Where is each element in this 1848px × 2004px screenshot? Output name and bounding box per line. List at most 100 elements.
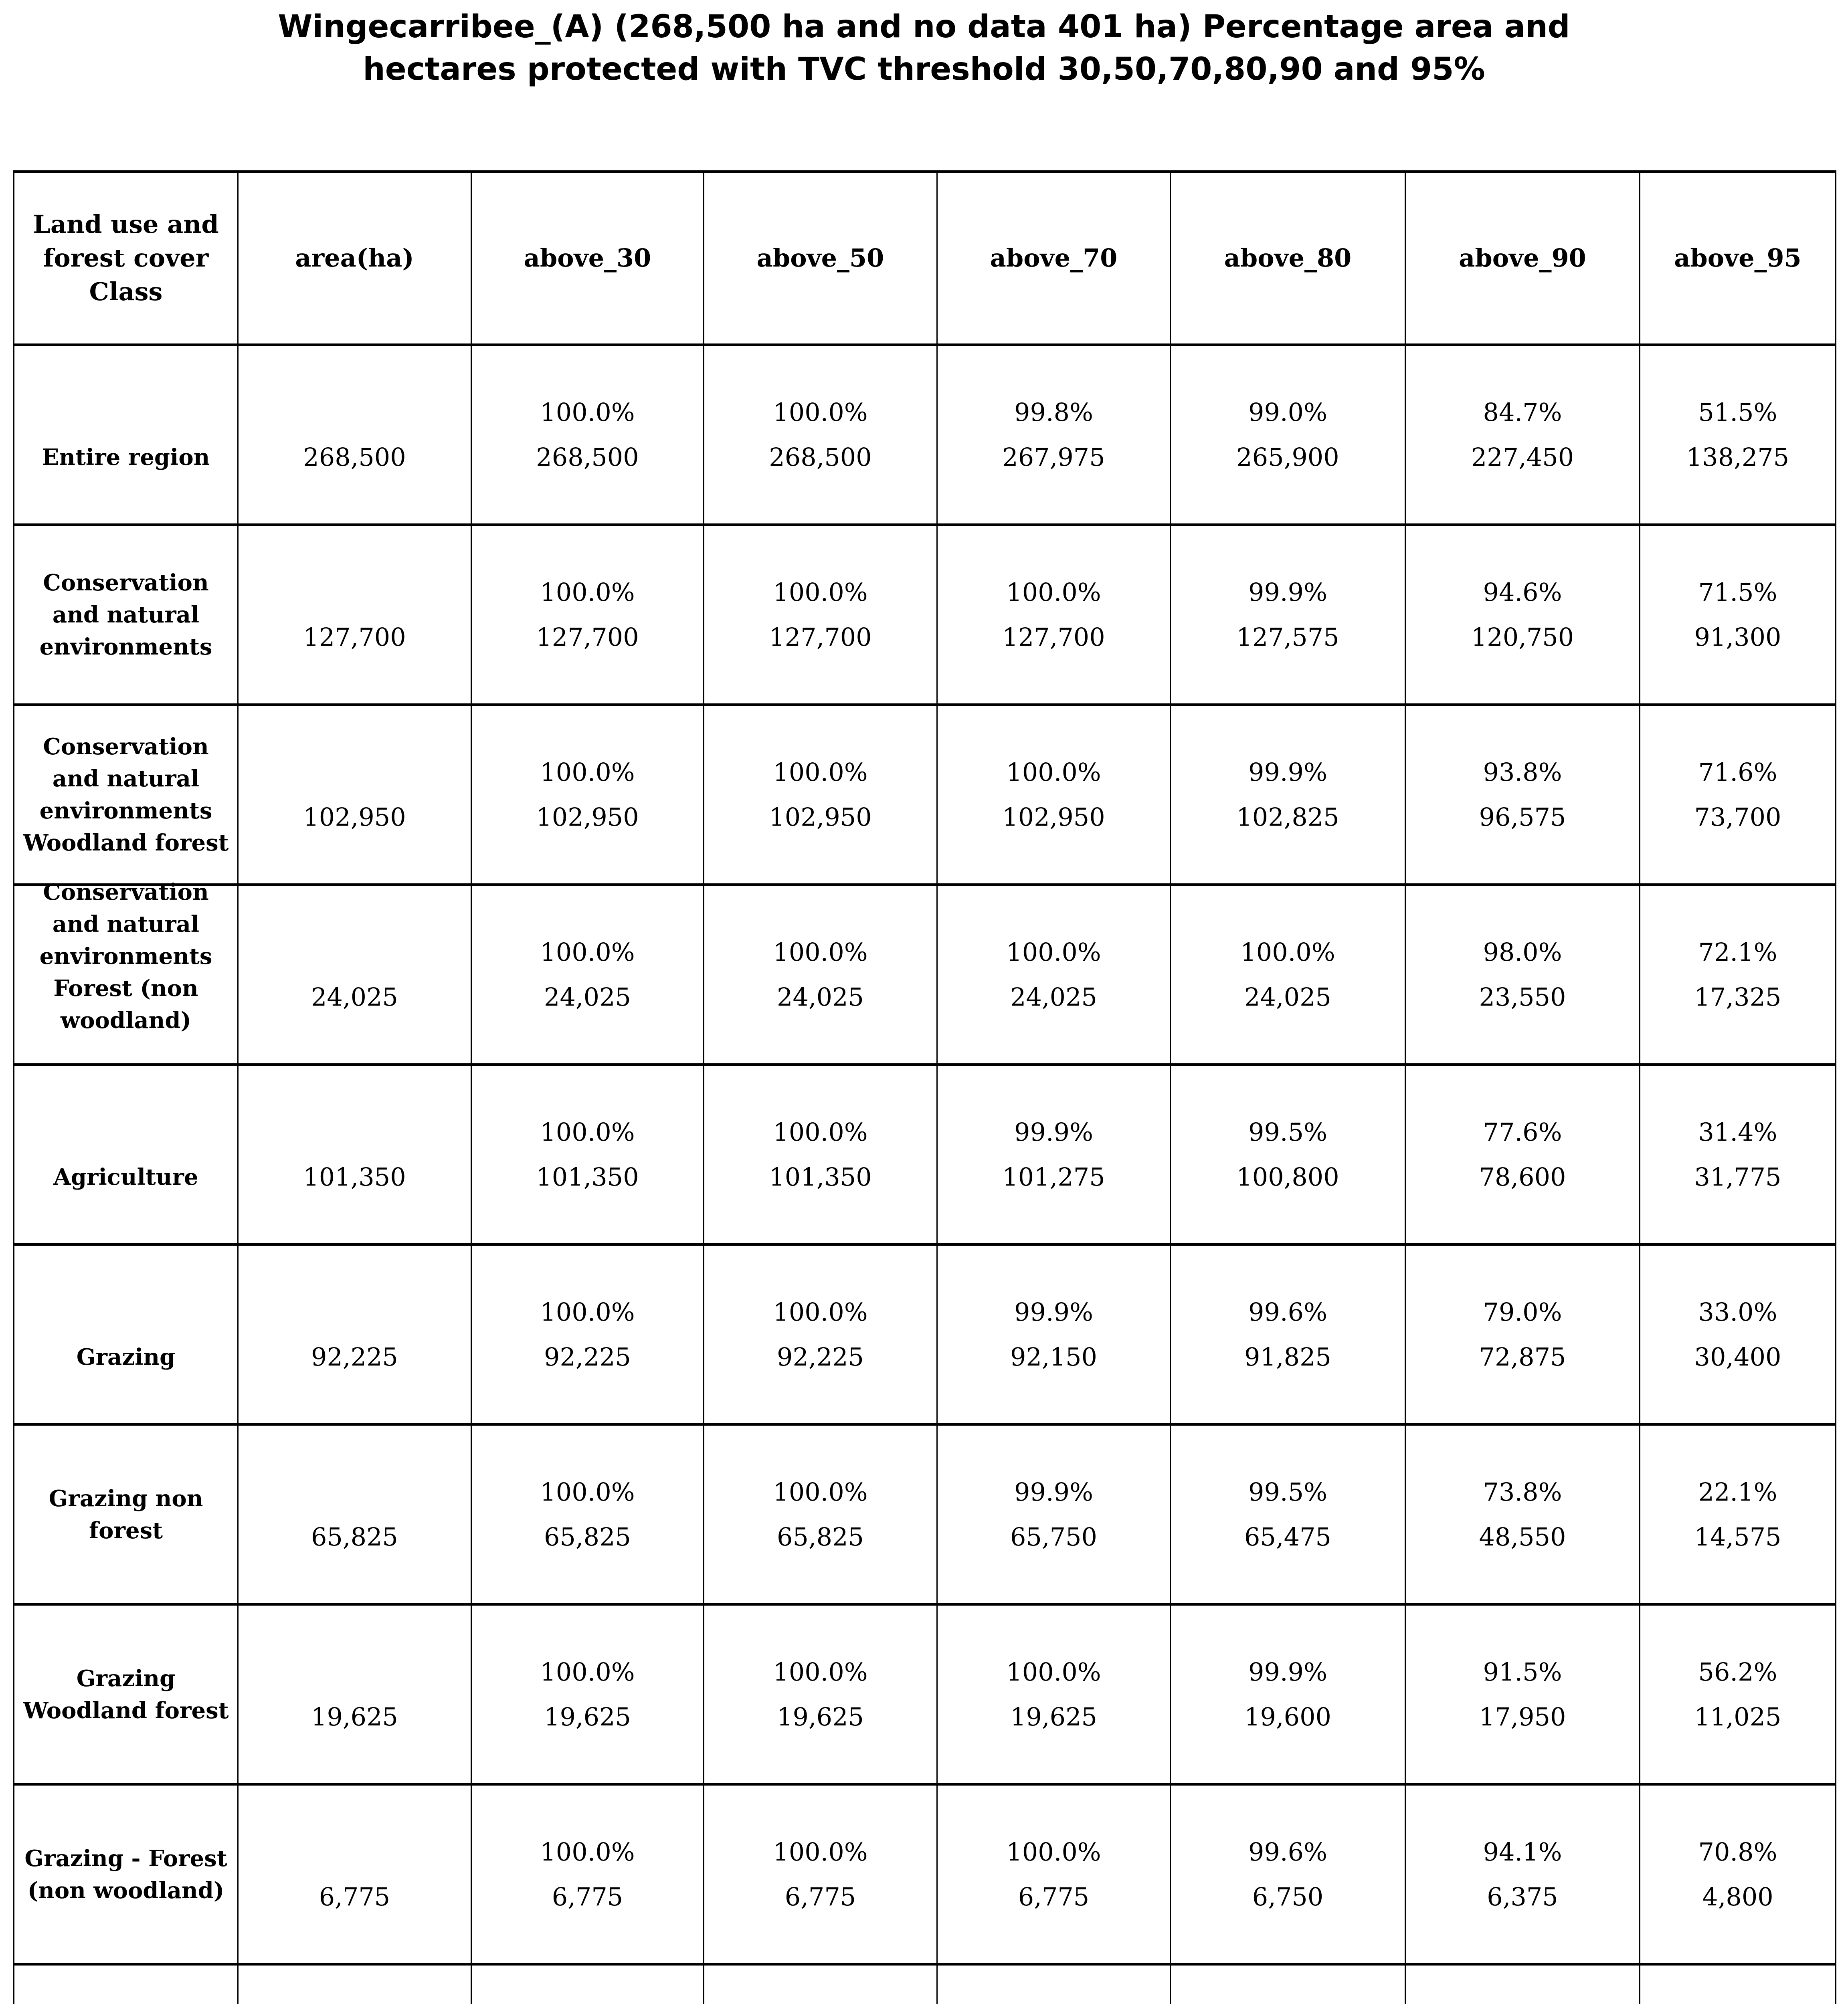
- col-header-above80: above_80: [1170, 170, 1406, 346]
- area-ha-cell: 102,950: [237, 703, 472, 886]
- row-label: Grazing non forest: [13, 1423, 239, 1606]
- pct-value: 100.0%: [540, 1837, 635, 1867]
- pct-value: 100.0%: [773, 577, 868, 607]
- pct-ha-cell: 100.0% 102,950: [703, 703, 938, 886]
- pct-value: 100.0%: [540, 757, 635, 787]
- ha-value: 19,625: [544, 1702, 631, 1731]
- ha-value: 6,775: [1018, 1882, 1090, 1911]
- ha-value: 138,275: [1686, 442, 1789, 472]
- col-header-above70: above_70: [936, 170, 1171, 346]
- ha-value: 19,625: [777, 1702, 864, 1731]
- pct-value: 31.4%: [1698, 1117, 1777, 1147]
- pct-ha-cell: 33.0% 30,400: [1639, 1243, 1836, 1426]
- tvc-protection-table: Land use and forest cover Class area(ha)…: [13, 170, 1836, 2004]
- row-label: Conservation and natural environments: [13, 523, 239, 706]
- ha-value: 14,575: [1694, 1522, 1781, 1551]
- row-label: Conservation and natural environments Fo…: [13, 879, 239, 1066]
- row-label: Conservation and natural environments Wo…: [13, 703, 239, 886]
- ha-value: 6,375: [1487, 1882, 1558, 1911]
- pct-value: 94.6%: [1483, 577, 1562, 607]
- pct-ha-cell: 100.0% 101,350: [471, 1063, 704, 1246]
- pct-value: 100.0%: [540, 1657, 635, 1687]
- col-header-class: Land use and forest cover Class: [13, 170, 239, 346]
- pct-value: 56.2%: [1698, 1657, 1777, 1687]
- pct-ha-cell: 100.0% 6,775: [703, 1783, 938, 1966]
- ha-value: 24,025: [1244, 982, 1331, 1012]
- table-row: Conservation and natural environments 127…: [13, 523, 1836, 706]
- pct-value: 33.0%: [1698, 1297, 1777, 1327]
- col-header-above95: above_95: [1639, 170, 1836, 346]
- pct-value: 100.0%: [773, 1837, 868, 1867]
- ha-value: 65,750: [1010, 1522, 1097, 1551]
- table-body: Entire region 268,500 100.0% 268,500 100.0% 2…: [13, 343, 1836, 2004]
- pct-value: 100.0%: [773, 397, 868, 427]
- area-ha-cell: 8,750: [237, 1963, 472, 2004]
- pct-ha-cell: 84.7% 227,450: [1405, 343, 1640, 526]
- pct-ha-cell: 63.4%5,550: [1405, 1963, 1640, 2004]
- col-header-above30: above_30: [471, 170, 704, 346]
- pct-ha-cell: 100.0% 24,025: [471, 883, 704, 1066]
- pct-ha-cell: 71.6% 73,700: [1639, 703, 1836, 886]
- pct-ha-cell: 100.0%8,750: [471, 1963, 704, 2004]
- row-label: Agriculture: [13, 1063, 239, 1246]
- pct-value: 100.0%: [773, 1657, 868, 1687]
- pct-value: 100.0%: [540, 937, 635, 967]
- pct-ha-cell: 99.5% 65,475: [1170, 1423, 1406, 1606]
- row-label: Grazing Woodland forest: [13, 1603, 239, 1786]
- table-row: Entire region 268,500 100.0% 268,500 100.0% 2…: [13, 343, 1836, 526]
- area-ha-cell: 6,775: [237, 1783, 472, 1966]
- pct-value: 94.1%: [1483, 1837, 1562, 1867]
- ha-value: 127,700: [1002, 622, 1105, 652]
- pct-value: 98.0%: [1483, 937, 1562, 967]
- pct-ha-cell: 14.9%1,300: [1639, 1963, 1836, 2004]
- pct-value: 22.1%: [1698, 1477, 1777, 1507]
- pct-value: 99.5%: [1248, 1477, 1327, 1507]
- table-row: Grazing 92,225 100.0% 92,225 100.0% 92,225 99.…: [13, 1243, 1836, 1426]
- ha-value: 96,575: [1479, 802, 1566, 832]
- pct-ha-cell: 100.0% 127,700: [936, 523, 1171, 706]
- ha-value: 265,900: [1236, 442, 1339, 472]
- page-title-line2: hectares protected with TVC threshold 30…: [363, 51, 1485, 87]
- pct-ha-cell: 100.0% 19,625: [703, 1603, 938, 1786]
- pct-value: 100.0%: [773, 1477, 868, 1507]
- pct-value: 99.9%: [1248, 577, 1327, 607]
- pct-ha-cell: 94.6% 120,750: [1405, 523, 1640, 706]
- row-label: Entire region: [13, 343, 239, 526]
- page-title: Wingecarribee_(A) (268,500 ha and no dat…: [0, 6, 1848, 91]
- pct-value: 100.0%: [1006, 1837, 1101, 1867]
- pct-ha-cell: 99.6% 6,750: [1170, 1783, 1406, 1966]
- ha-value: 24,025: [1010, 982, 1097, 1012]
- ha-value: 6,775: [784, 1882, 856, 1911]
- ha-value: 268,500: [769, 442, 872, 472]
- row-label: Grazing - Forest (non woodland): [13, 1783, 239, 1966]
- row-label: Cropping: [13, 1963, 239, 2004]
- pct-ha-cell: 99.9% 102,825: [1170, 703, 1406, 886]
- table-row: Grazing non forest 65,825 100.0% 65,825 100.…: [13, 1423, 1836, 1606]
- ha-value: 102,950: [536, 802, 639, 832]
- ha-value: 120,750: [1471, 622, 1574, 652]
- table-row: Conservation and natural environments Fo…: [13, 879, 1836, 1066]
- ha-value: 92,150: [1010, 1342, 1097, 1372]
- pct-ha-cell: 99.9% 19,600: [1170, 1603, 1406, 1786]
- ha-value: 101,275: [1002, 1162, 1105, 1192]
- pct-ha-cell: 93.8% 96,575: [1405, 703, 1640, 886]
- pct-ha-cell: 100.0% 127,700: [471, 523, 704, 706]
- table-row: Grazing - Forest (non woodland) 6,775 100.…: [13, 1783, 1836, 1966]
- pct-value: 99.8%: [1014, 397, 1093, 427]
- col-header-area: area(ha): [237, 170, 472, 346]
- area-ha-cell: 92,225: [237, 1243, 472, 1426]
- pct-value: 99.9%: [1248, 757, 1327, 787]
- ha-value: 268,500: [536, 442, 639, 472]
- ha-value: 17,325: [1694, 982, 1781, 1012]
- pct-ha-cell: 99.9% 127,575: [1170, 523, 1406, 706]
- ha-value: 227,450: [1471, 442, 1574, 472]
- pct-ha-cell: 100.0% 65,825: [703, 1423, 938, 1606]
- table-row: Cropping8,750100.0%8,750100.0%8,750100.0…: [13, 1963, 1836, 2004]
- pct-value: 100.0%: [1006, 937, 1101, 967]
- pct-ha-cell: 99.5% 100,800: [1170, 1063, 1406, 1246]
- pct-value: 99.9%: [1248, 1657, 1327, 1687]
- pct-value: 100.0%: [773, 937, 868, 967]
- ha-value: 11,025: [1694, 1702, 1781, 1731]
- ha-value: 17,950: [1479, 1702, 1566, 1731]
